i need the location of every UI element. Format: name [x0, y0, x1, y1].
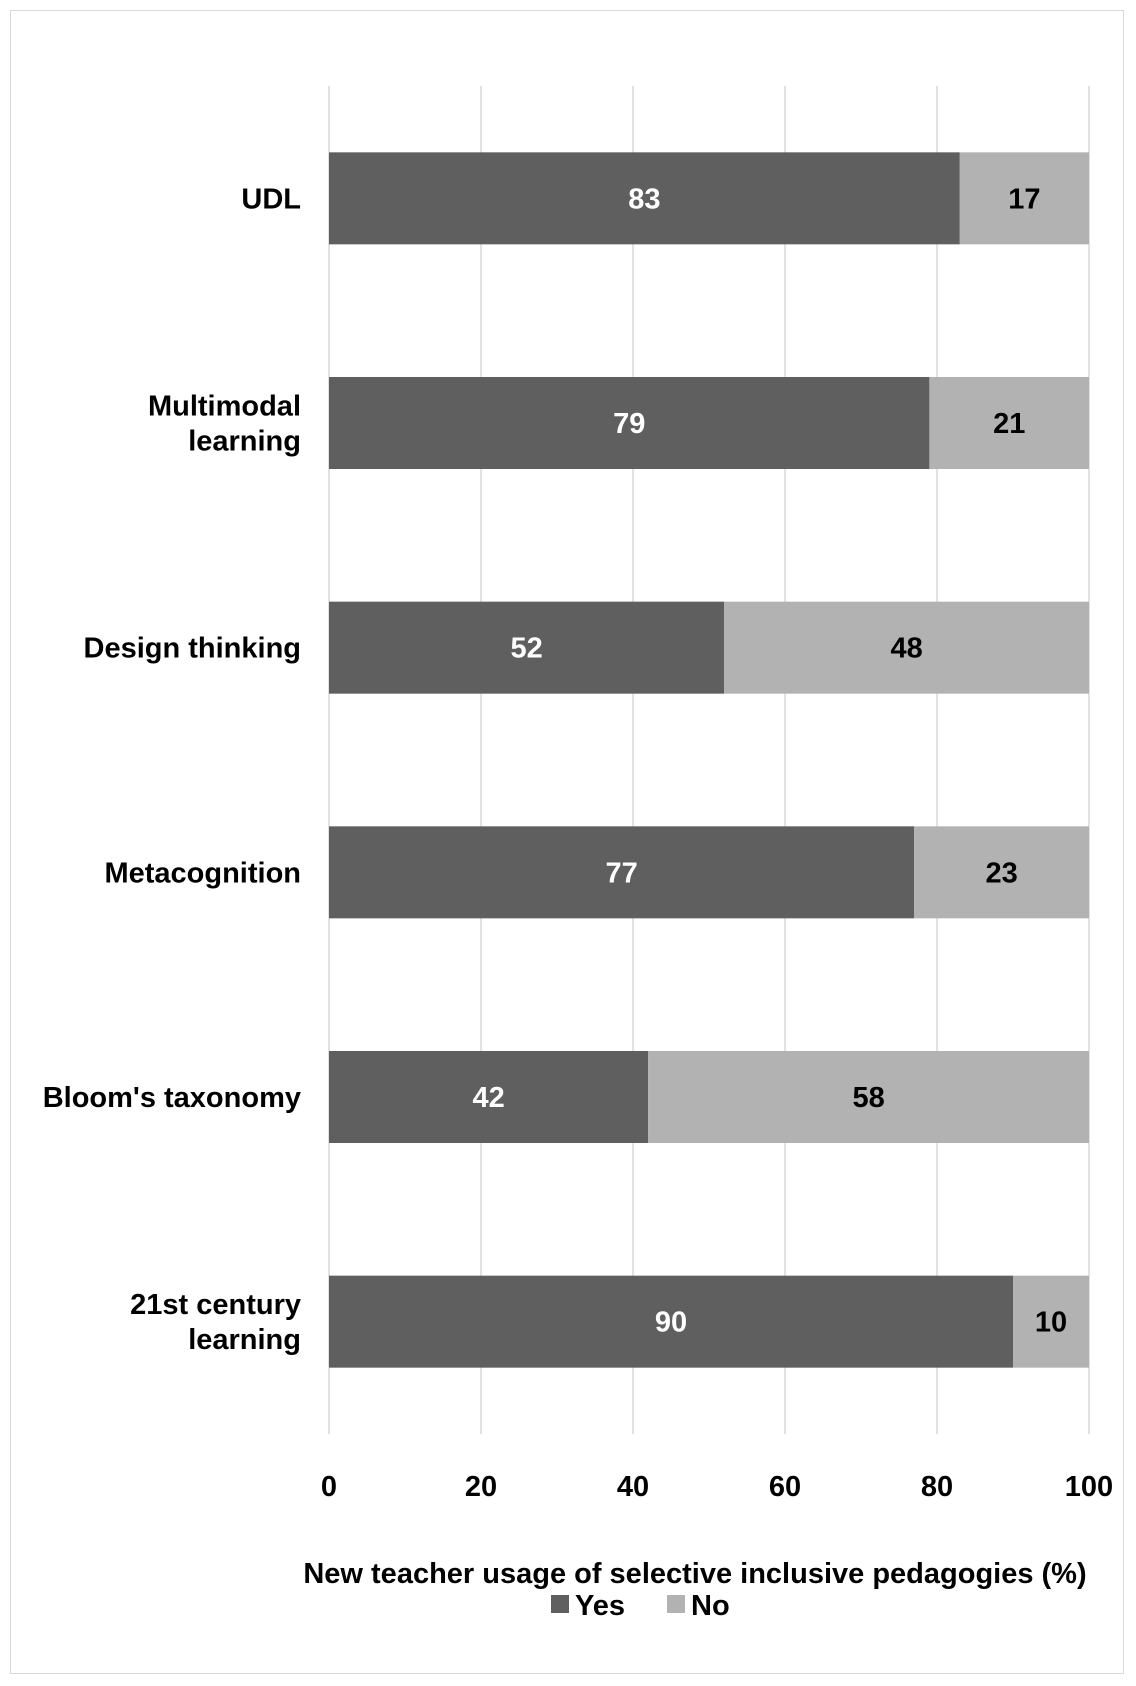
category-label-2-0: Design thinking [84, 633, 302, 665]
bars: 83 17 79 21 52 48 77 23 42 58 90 10 [329, 152, 1089, 1368]
category-label-3-0: Metacognition [104, 857, 301, 889]
data-label-yes-2: 52 [510, 633, 542, 665]
bar-yes-0 [329, 152, 960, 245]
bar-yes-4 [329, 1051, 649, 1143]
data-label-yes-1: 79 [613, 408, 645, 440]
data-label-yes-3: 77 [605, 857, 637, 889]
data-label-yes-0: 83 [628, 183, 660, 215]
category-label-1-1: learning [188, 426, 301, 458]
bar-no-0 [959, 152, 1089, 245]
legend-swatch-no [667, 1595, 685, 1613]
x-tick-label-100: 100 [1065, 1471, 1113, 1503]
x-tick-label-60: 60 [769, 1471, 801, 1503]
bar-no-5 [1013, 1275, 1089, 1368]
data-label-no-5: 10 [1035, 1307, 1067, 1339]
bar-no-2 [724, 601, 1089, 694]
x-tick-label-40: 40 [617, 1471, 649, 1503]
legend: Yes No [551, 1590, 730, 1622]
bar-yes-5 [329, 1275, 1013, 1368]
legend-label-yes: Yes [575, 1590, 625, 1622]
bar-no-3 [914, 826, 1089, 919]
data-label-yes-5: 90 [655, 1307, 687, 1339]
x-tick-label-20: 20 [465, 1471, 497, 1503]
data-label-yes-4: 42 [472, 1082, 504, 1114]
bar-no-4 [648, 1051, 1089, 1143]
category-label-4-0: Bloom's taxonomy [43, 1082, 301, 1114]
chart-frame: 83 17 79 21 52 48 77 23 42 58 90 10 UDL Multimodal le… [10, 10, 1124, 1674]
data-label-no-2: 48 [890, 633, 922, 665]
data-label-no-3: 23 [985, 857, 1017, 889]
bar-no-1 [929, 377, 1089, 469]
legend-swatch-yes [551, 1595, 569, 1613]
gridlines [328, 86, 1090, 1434]
x-axis-ticks: 0 20 40 60 80 100 [321, 1471, 1113, 1503]
data-label-no-0: 17 [1008, 183, 1040, 215]
data-label-no-1: 21 [993, 408, 1025, 440]
legend-label-no: No [691, 1590, 730, 1622]
category-label-5-1: learning [188, 1324, 301, 1356]
x-tick-label-80: 80 [921, 1471, 953, 1503]
bar-yes-2 [329, 601, 725, 694]
category-label-0-0: UDL [241, 183, 301, 215]
bar-yes-1 [329, 377, 930, 469]
x-axis-title: New teacher usage of selective inclusive… [303, 1558, 1086, 1590]
category-label-1-0: Multimodal [148, 391, 301, 423]
data-label-no-4: 58 [852, 1082, 884, 1114]
x-tick-label-0: 0 [321, 1471, 337, 1503]
category-label-5-0: 21st century [130, 1289, 301, 1321]
bar-yes-3 [329, 826, 915, 919]
